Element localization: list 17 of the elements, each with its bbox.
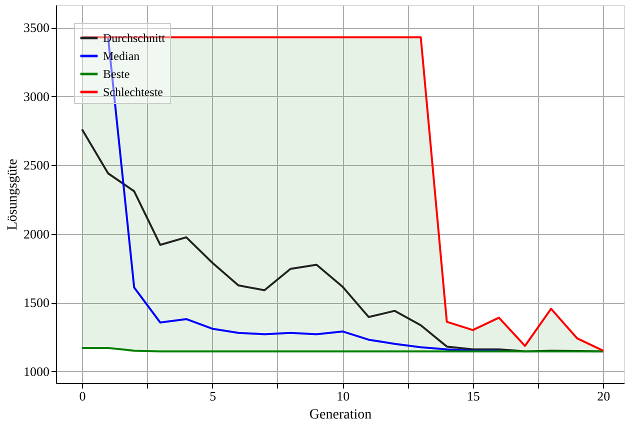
y-axis-title: Lösungsgüte [6,158,20,230]
y-tick-label: 1500 [24,295,50,310]
y-tick-label: 3500 [24,20,50,36]
x-tick-label: 15 [466,388,480,404]
legend-label: Schlechteste [103,85,163,99]
legend-label: Median [103,49,140,63]
legend-label: Durchschnitt [103,31,166,45]
x-tick-label: 10 [336,388,350,404]
x-tick-label: 0 [79,388,86,404]
legend-label: Beste [103,67,130,81]
x-tick-label: 5 [210,388,216,404]
x-tick-label: 20 [597,388,610,404]
y-tick-label: 3000 [24,88,50,104]
y-tick-label: 1000 [24,364,50,379]
y-tick-label: 2000 [24,226,50,242]
y-tick-label: 2500 [24,158,50,173]
x-axis-title: Generation [309,408,372,422]
